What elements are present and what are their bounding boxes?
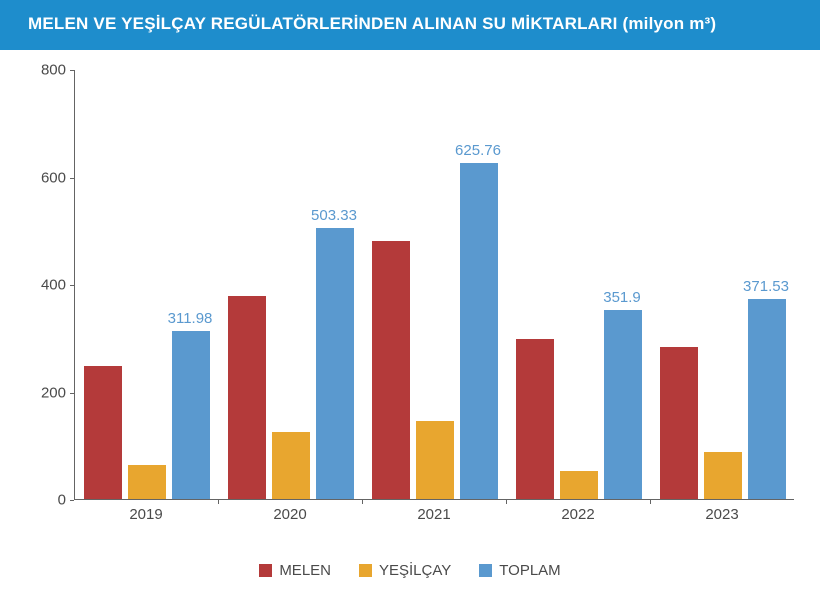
value-label: 371.53 — [743, 278, 789, 295]
bar-yeşi̇lçay — [272, 432, 310, 499]
y-tick-label: 200 — [41, 384, 66, 401]
legend-item: MELEN — [259, 562, 331, 579]
bar-toplam — [460, 163, 498, 499]
legend-label: TOPLAM — [499, 562, 560, 579]
legend-swatch — [479, 564, 492, 577]
legend-swatch — [359, 564, 372, 577]
x-tick-label: 2019 — [129, 506, 162, 523]
bar-yeşi̇lçay — [416, 421, 454, 499]
x-tick-label: 2020 — [273, 506, 306, 523]
chart-area: 0 200 400 600 800 2019 311.98 2020 503.33 2021 625… — [0, 50, 820, 550]
x-tick-label: 2022 — [561, 506, 594, 523]
value-label: 351.9 — [603, 289, 641, 306]
legend-item: TOPLAM — [479, 562, 560, 579]
bar-melen — [372, 241, 410, 499]
bar-melen — [516, 339, 554, 499]
x-tick-label: 2023 — [705, 506, 738, 523]
value-label: 311.98 — [168, 310, 213, 327]
bar-toplam — [172, 331, 210, 499]
value-label: 503.33 — [311, 207, 357, 224]
bar-yeşi̇lçay — [128, 465, 166, 499]
chart-title-bar: MELEN VE YEŞİLÇAY REGÜLATÖRLERİNDEN ALIN… — [0, 0, 820, 50]
bar-melen — [84, 366, 122, 499]
bar-toplam — [748, 299, 786, 499]
y-tick-label: 400 — [41, 277, 66, 294]
y-tick-label: 800 — [41, 62, 66, 79]
bar-toplam — [604, 310, 642, 499]
bar-melen — [228, 296, 266, 499]
legend: MELEN YEŞİLÇAY TOPLAM — [0, 550, 820, 590]
x-tick-label: 2021 — [417, 506, 450, 523]
plot-region — [74, 70, 794, 500]
bar-toplam — [316, 228, 354, 499]
legend-item: YEŞİLÇAY — [359, 562, 451, 579]
y-tick-label: 600 — [41, 169, 66, 186]
legend-label: YEŞİLÇAY — [379, 562, 451, 579]
bar-yeşi̇lçay — [704, 452, 742, 499]
legend-swatch — [259, 564, 272, 577]
value-label: 625.76 — [455, 142, 501, 159]
y-tick-label: 0 — [58, 492, 66, 509]
bar-melen — [660, 347, 698, 499]
legend-label: MELEN — [279, 562, 331, 579]
bar-yeşi̇lçay — [560, 471, 598, 499]
chart-title: MELEN VE YEŞİLÇAY REGÜLATÖRLERİNDEN ALIN… — [28, 14, 716, 33]
